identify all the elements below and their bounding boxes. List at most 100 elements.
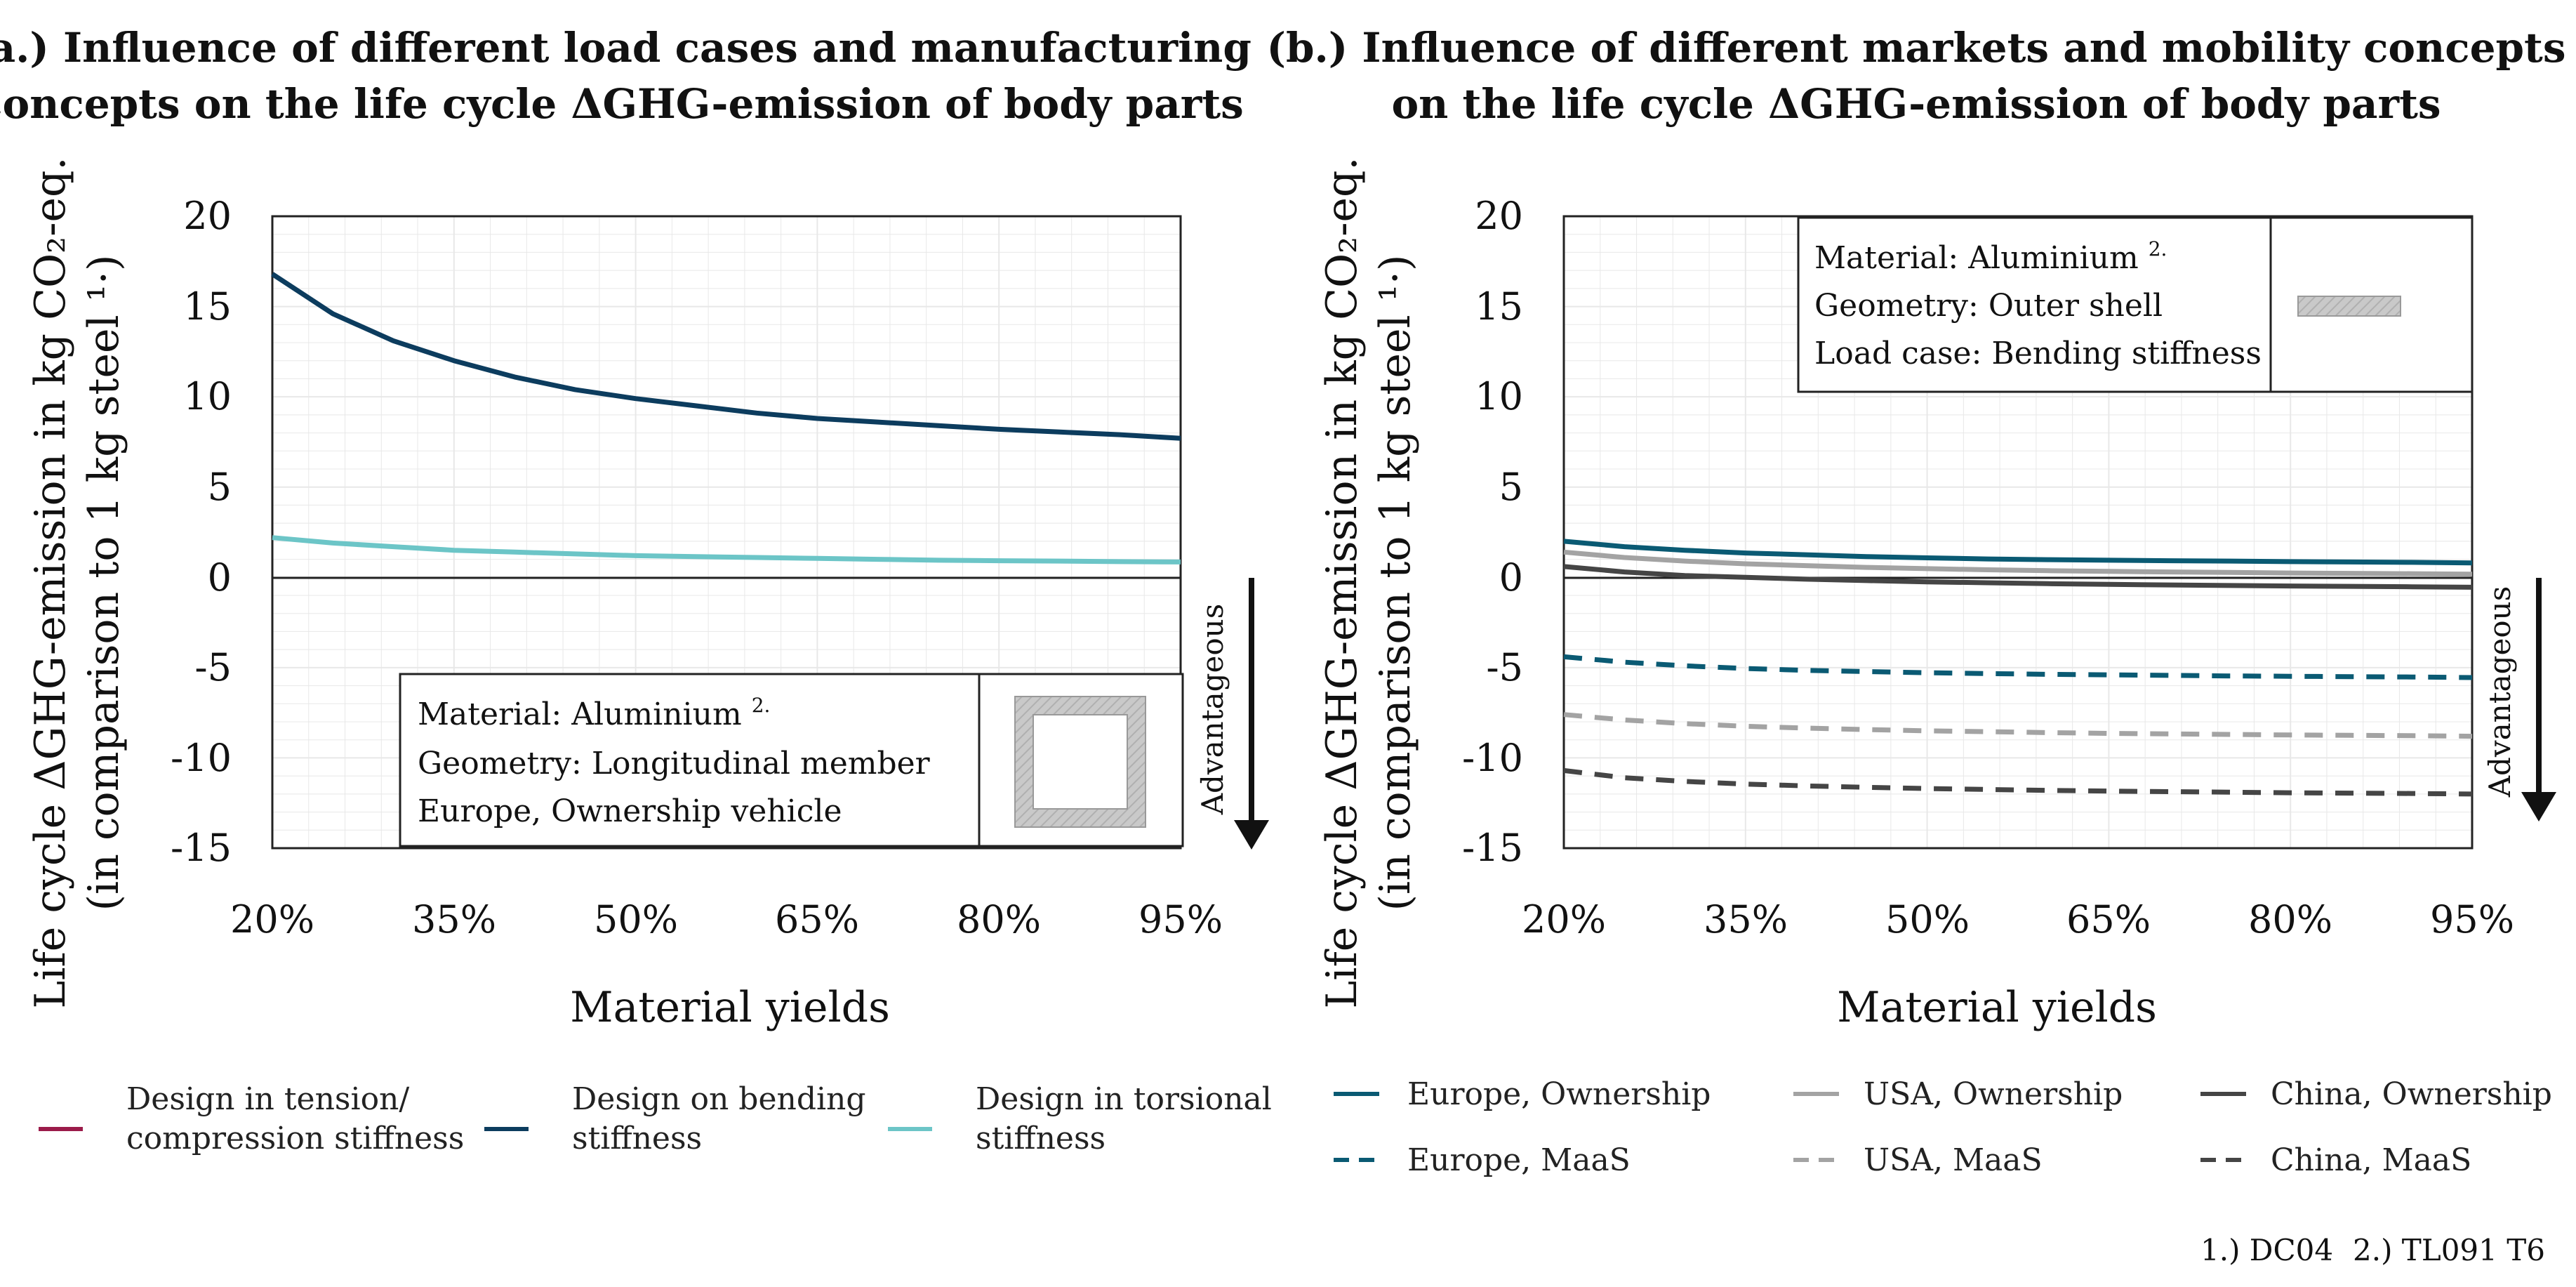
legend-label: Design in tension/: [126, 1081, 409, 1117]
chart-b-ytick: 5: [1499, 465, 1523, 509]
legend-label: China, Ownership: [2271, 1076, 2552, 1112]
chart-b-y-ticks: 20 15 10 5 0 -5 -10 -15: [1462, 194, 1523, 870]
chart-a-y-ticks: 20 15 10 5 0 -5 -10 -15: [171, 194, 232, 870]
chart-a-ytick: -10: [171, 736, 232, 780]
legend-label: Europe, Ownership: [1407, 1076, 1711, 1112]
chart-b-ytick: -10: [1462, 736, 1523, 780]
chart-a-ytick: 15: [183, 284, 232, 329]
chart-a-series-line-2: [272, 535, 1181, 565]
chart-b-xtick: 80%: [2248, 897, 2332, 942]
chart-a-ytick: 20: [183, 194, 232, 238]
chart-b-info-geometry: Geometry: Outer shell: [1814, 288, 2163, 324]
chart-b-info-box: Material: Aluminium 2. Geometry: Outer s…: [1797, 216, 2474, 393]
chart-a-xtick: 65%: [775, 897, 859, 942]
chart-b-series-line-2: [1563, 564, 2473, 590]
chart-a-info-geometry: Geometry: Longitudinal member: [418, 746, 931, 781]
chart-a: (a.) Influence of different load cases a…: [0, 24, 1272, 1156]
chart-a-advantageous-arrow: Advantageous: [1195, 578, 1269, 850]
svg-text:Material: Aluminium 2.: Material: Aluminium 2.: [1814, 237, 2167, 276]
chart-b-advantageous-arrow: Advantageous: [2483, 578, 2556, 821]
legend-label: stiffness: [572, 1121, 702, 1156]
chart-b-ylabel-line2: (in comparison to 1 kg steel ¹·): [1371, 255, 1420, 911]
footnotes: 1.) DC04 2.) TL091 T6: [2200, 1233, 2545, 1267]
chart-a-series: [271, 272, 1181, 565]
legend-item: Europe, Ownership: [1334, 1076, 1711, 1112]
chart-b-ytick: 0: [1499, 555, 1523, 600]
chart-a-ytick: -5: [194, 645, 232, 689]
chart-b-x-ticks: 20% 35% 50% 65% 80% 95%: [1522, 897, 2514, 942]
chart-b-series-line-1: [1563, 549, 2473, 577]
chart-a-ytick: 5: [208, 465, 232, 509]
legend-item: China, Ownership: [2200, 1076, 2552, 1112]
chart-a-xtick: 50%: [594, 897, 678, 942]
chart-a-ylabel-line2: (in comparison to 1 kg steel ¹·): [79, 255, 128, 911]
chart-b-series-line-0: [1563, 539, 2473, 566]
footnote-tl091: 2.) TL091 T6: [2353, 1233, 2545, 1267]
chart-b-ytick: -5: [1486, 645, 1523, 689]
chart-a-title-line1: (a.) Influence of different load cases a…: [0, 24, 1252, 72]
chart-b-series-line-3: [1563, 654, 2473, 680]
chart-a-xtick: 95%: [1138, 897, 1223, 942]
chart-a-info-extra: Europe, Ownership vehicle: [418, 793, 842, 829]
chart-b-xtick: 20%: [1522, 897, 1606, 942]
chart-b-title-line2: on the life cycle ΔGHG-emission of body …: [1391, 80, 2441, 128]
chart-a-ytick: 0: [208, 555, 232, 600]
legend-item: Design on bending stiffness: [484, 1081, 866, 1156]
chart-a-xtick: 35%: [412, 897, 496, 942]
legend-item: China, MaaS: [2200, 1142, 2471, 1178]
chart-a-ylabel-line1: Life cycle ΔGHG-emission in kg CO₂-eq.: [26, 157, 75, 1009]
legend-item: USA, MaaS: [1793, 1142, 2043, 1178]
legend-label: Design in torsional: [976, 1081, 1272, 1117]
chart-a-xtick: 80%: [957, 897, 1041, 942]
chart-a-series-line-1: [271, 272, 1181, 441]
legend-label: Design on bending: [572, 1081, 866, 1117]
legend-label: compression stiffness: [126, 1121, 464, 1156]
chart-b-series-line-5: [1563, 767, 2473, 797]
chart-b-plot-frame: [1562, 215, 2474, 850]
chart-b-xtick: 95%: [2430, 897, 2514, 942]
legend-label: Europe, MaaS: [1407, 1142, 1631, 1178]
legend-item: Design in torsional stiffness: [888, 1081, 1272, 1156]
legend-item: Design in tension/ compression stiffness: [39, 1081, 464, 1156]
chart-a-x-ticks: 20% 35% 50% 65% 80% 95%: [230, 897, 1223, 942]
hollow-square-profile-icon: [1014, 696, 1146, 828]
chart-a-info-material-note: 2.: [752, 694, 771, 717]
chart-b-info-extra: Load case: Bending stiffness: [1814, 336, 2262, 371]
chart-a-ytick: -15: [171, 826, 232, 870]
chart-b-legend: Europe, Ownership USA, Ownership China, …: [1334, 1076, 2552, 1178]
legend-label: USA, MaaS: [1864, 1142, 2043, 1178]
legend-label: China, MaaS: [2271, 1142, 2471, 1178]
chart-b-title-line1: (b.) Influence of different markets and …: [1267, 24, 2566, 72]
chart-a-title-line2: concepts on the life cycle ΔGHG-emission…: [0, 80, 1244, 128]
chart-b-xtick: 65%: [2066, 897, 2151, 942]
chart-b-xlabel: Material yields: [1837, 983, 2157, 1032]
chart-b: (b.) Influence of different markets and …: [1267, 24, 2566, 1178]
chart-b-arrow-label: Advantageous: [2483, 586, 2517, 798]
chart-a-xtick: 20%: [230, 897, 314, 942]
chart-b-series: [1563, 539, 2473, 797]
chart-a-xlabel: Material yields: [570, 983, 890, 1032]
chart-a-info-box: Material: Aluminium 2. Geometry: Longitu…: [399, 673, 1184, 847]
legend-label: stiffness: [976, 1121, 1106, 1156]
legend-label: USA, Ownership: [1864, 1076, 2123, 1112]
legend-item: USA, Ownership: [1793, 1076, 2123, 1112]
chart-a-legend: Design in tension/ compression stiffness…: [39, 1081, 1272, 1156]
chart-a-ytick: 10: [183, 374, 232, 418]
chart-b-info-material: Material: Aluminium: [1814, 240, 2139, 276]
chart-b-xtick: 50%: [1885, 897, 1970, 942]
chart-b-ytick: 20: [1475, 194, 1523, 238]
chart-b-ytick: 10: [1475, 374, 1523, 418]
chart-b-ytick: -15: [1462, 826, 1523, 870]
chart-b-info-material-note: 2.: [2149, 237, 2167, 260]
footnote-dc04: 1.) DC04: [2200, 1233, 2333, 1267]
chart-b-ytick: 15: [1475, 284, 1523, 329]
chart-b-xtick: 35%: [1704, 897, 1788, 942]
chart-a-plot-frame: [271, 215, 1182, 850]
chart-a-arrow-label: Advantageous: [1195, 604, 1230, 816]
legend-item: Europe, MaaS: [1334, 1142, 1631, 1178]
chart-a-info-material: Material: Aluminium: [418, 697, 742, 732]
chart-b-ylabel-line1: Life cycle ΔGHG-emission in kg CO₂-eq.: [1317, 157, 1367, 1009]
svg-text:Material: Aluminium 2.: Material: Aluminium 2.: [418, 694, 770, 732]
flat-sheet-profile-icon: [2297, 296, 2401, 317]
